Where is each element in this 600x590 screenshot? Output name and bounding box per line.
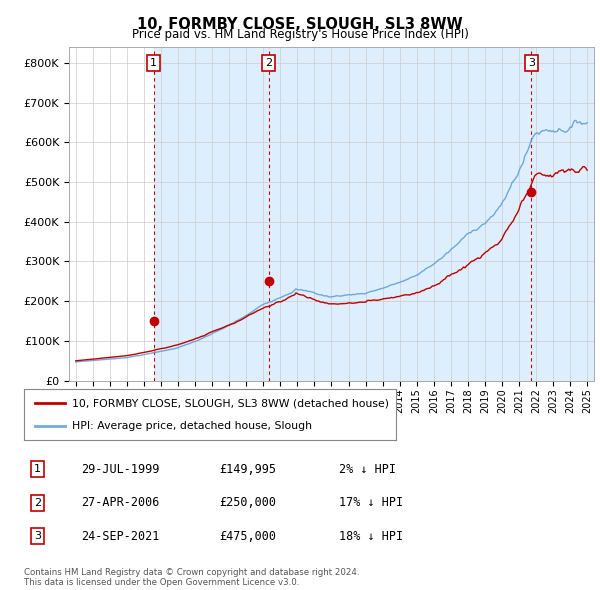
- Text: 2% ↓ HPI: 2% ↓ HPI: [339, 463, 396, 476]
- Text: 3: 3: [528, 58, 535, 68]
- Text: 1: 1: [34, 464, 41, 474]
- Text: 29-JUL-1999: 29-JUL-1999: [81, 463, 160, 476]
- Bar: [269, 47, 532, 381]
- Text: 10, FORMBY CLOSE, SLOUGH, SL3 8WW: 10, FORMBY CLOSE, SLOUGH, SL3 8WW: [137, 17, 463, 31]
- Text: Price paid vs. HM Land Registry's House Price Index (HPI): Price paid vs. HM Land Registry's House …: [131, 28, 469, 41]
- Text: 24-SEP-2021: 24-SEP-2021: [81, 530, 160, 543]
- Text: Contains HM Land Registry data © Crown copyright and database right 2024.
This d: Contains HM Land Registry data © Crown c…: [24, 568, 359, 587]
- Text: 1: 1: [150, 58, 157, 68]
- Text: 18% ↓ HPI: 18% ↓ HPI: [339, 530, 403, 543]
- Text: HPI: Average price, detached house, Slough: HPI: Average price, detached house, Slou…: [73, 421, 313, 431]
- Bar: [532, 47, 594, 381]
- Text: £475,000: £475,000: [219, 530, 276, 543]
- Text: 17% ↓ HPI: 17% ↓ HPI: [339, 496, 403, 509]
- Text: £250,000: £250,000: [219, 496, 276, 509]
- Text: £149,995: £149,995: [219, 463, 276, 476]
- Text: 2: 2: [34, 498, 41, 507]
- Text: 27-APR-2006: 27-APR-2006: [81, 496, 160, 509]
- Text: 3: 3: [34, 532, 41, 541]
- Text: 10, FORMBY CLOSE, SLOUGH, SL3 8WW (detached house): 10, FORMBY CLOSE, SLOUGH, SL3 8WW (detac…: [73, 398, 389, 408]
- Bar: [154, 47, 269, 381]
- Text: 2: 2: [265, 58, 272, 68]
